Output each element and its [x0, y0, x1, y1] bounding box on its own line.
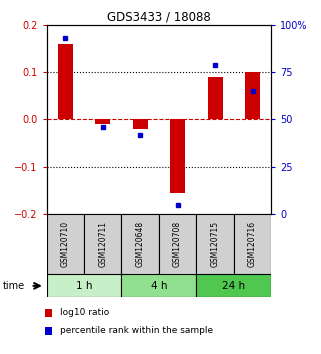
Text: GSM120711: GSM120711 [98, 221, 107, 267]
Text: 1 h: 1 h [76, 281, 92, 291]
Bar [196, 214, 234, 274]
Text: log10 ratio: log10 ratio [60, 308, 109, 318]
Bar [121, 274, 196, 297]
Bar [245, 72, 260, 119]
Bar [170, 119, 185, 193]
Bar [47, 214, 84, 274]
Bar [58, 44, 73, 119]
Bar [234, 214, 271, 274]
Text: 4 h: 4 h [151, 281, 167, 291]
Text: GSM120710: GSM120710 [61, 221, 70, 267]
Text: 24 h: 24 h [222, 281, 245, 291]
Text: GSM120708: GSM120708 [173, 221, 182, 267]
Title: GDS3433 / 18088: GDS3433 / 18088 [107, 11, 211, 24]
Bar [196, 274, 271, 297]
Bar [84, 214, 121, 274]
Text: time: time [3, 281, 25, 291]
Bar [159, 214, 196, 274]
Bar [133, 119, 148, 129]
Text: GSM120715: GSM120715 [211, 221, 220, 267]
Text: GSM120648: GSM120648 [136, 221, 145, 267]
Bar [47, 274, 121, 297]
Bar [208, 77, 222, 119]
Bar [95, 119, 110, 124]
Text: percentile rank within the sample: percentile rank within the sample [60, 326, 213, 335]
Text: GSM120716: GSM120716 [248, 221, 257, 267]
Bar [121, 214, 159, 274]
